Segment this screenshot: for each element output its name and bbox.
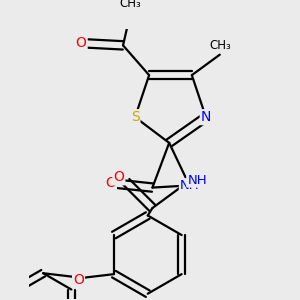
Text: CH₃: CH₃: [120, 0, 141, 10]
Text: O: O: [113, 170, 124, 184]
Text: NH: NH: [180, 179, 200, 192]
Text: O: O: [73, 273, 84, 287]
Text: S: S: [131, 110, 140, 124]
Text: O: O: [105, 176, 116, 190]
Text: N: N: [201, 110, 211, 124]
Text: CH₃: CH₃: [210, 39, 232, 52]
Text: NH: NH: [187, 174, 207, 187]
Text: O: O: [76, 36, 87, 50]
